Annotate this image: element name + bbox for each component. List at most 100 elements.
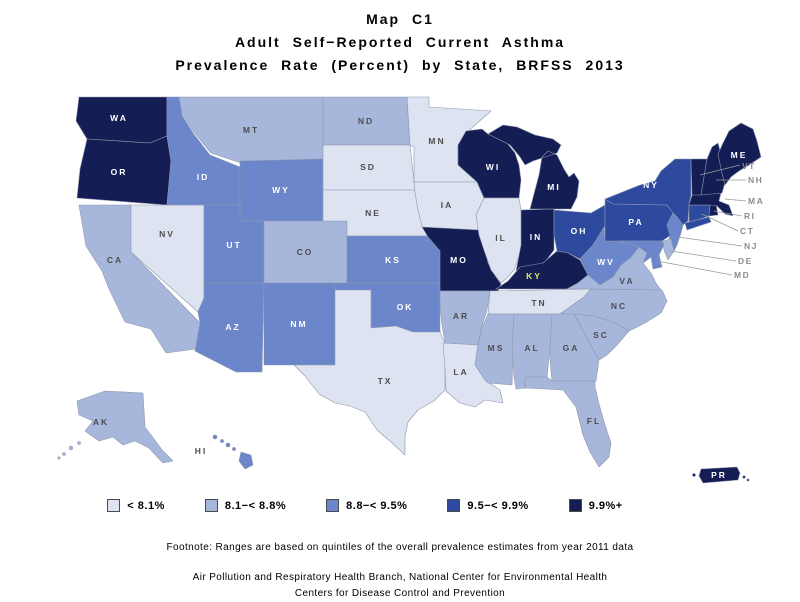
state-tx	[293, 289, 446, 456]
state-pr	[698, 466, 741, 484]
legend-label-3: 8.8−< 9.5%	[346, 499, 408, 512]
state-label-il: IL	[495, 233, 507, 243]
map-title-line1: Map C1	[366, 11, 434, 27]
state-label-tx: TX	[378, 376, 393, 386]
legend-label-5: 9.9%+	[588, 499, 623, 512]
pr-island	[746, 478, 750, 482]
callout-label-vt: VT	[742, 161, 756, 171]
callout-label-de: DE	[738, 256, 753, 266]
state-label-in: IN	[530, 232, 543, 242]
state-label-tn: TN	[531, 298, 546, 308]
state-wi	[457, 128, 522, 199]
state-label-ky: KY	[526, 271, 542, 281]
aleutian-island	[57, 456, 61, 460]
state-label-wy: WY	[272, 185, 290, 195]
state-label-la: LA	[453, 367, 468, 377]
state-ma	[688, 192, 734, 217]
legend-item-2: 8.1−< 8.8%	[204, 499, 287, 512]
map-title-line3: Prevalence Rate (Percent) by State, BRFS…	[175, 57, 625, 73]
state-label-nd: ND	[358, 116, 374, 126]
legend-swatch-1	[107, 499, 121, 512]
state-label-nv: NV	[159, 229, 175, 239]
callout-label-nj: NJ	[744, 241, 758, 251]
callout-label-ct: CT	[740, 226, 754, 236]
state-label-va: VA	[619, 276, 634, 286]
state-label-az: AZ	[225, 322, 240, 332]
state-label-mi: MI	[547, 182, 560, 192]
state-label-mo: MO	[450, 255, 468, 265]
state-label-mt: MT	[243, 125, 259, 135]
state-me	[717, 122, 762, 186]
state-fl	[524, 376, 612, 468]
state-label-me: ME	[731, 150, 748, 160]
state-label-sd: SD	[360, 162, 376, 172]
pr-island	[742, 475, 746, 479]
state-label-ks: KS	[385, 255, 401, 265]
state-label-ms: MS	[488, 343, 505, 353]
pr-island	[692, 473, 696, 477]
state-ny	[604, 158, 712, 231]
credits: Air Pollution and Respiratory Health Bra…	[0, 570, 800, 602]
legend-item-3: 8.8−< 9.5%	[326, 499, 407, 512]
state-label-pr: PR	[711, 470, 727, 480]
map-title-line2: Adult Self−Reported Current Asthma	[234, 34, 566, 50]
legend-label-2: 8.1−< 8.8%	[224, 499, 287, 512]
state-label-ga: GA	[563, 343, 580, 353]
state-de	[662, 238, 675, 261]
callout-line-de	[670, 250, 737, 262]
state-label-wa: WA	[110, 113, 128, 123]
state-label-id: ID	[197, 172, 210, 182]
footnote: Footnote: Ranges are based on quintiles …	[166, 542, 634, 553]
state-label-ia: IA	[441, 200, 454, 210]
state-label-al: AL	[524, 343, 539, 353]
state-label-ny: NY	[643, 180, 659, 190]
state-label-sc: SC	[593, 330, 609, 340]
callout-label-md: MD	[734, 270, 750, 280]
callout-label-ri: RI	[744, 211, 756, 221]
state-label-ak: AK	[93, 417, 109, 427]
credit-line-1: Air Pollution and Respiratory Health Bra…	[192, 572, 608, 583]
legend-label-4: 9.5−< 9.9%	[467, 499, 529, 512]
callout-label-nh: NH	[748, 175, 763, 185]
state-az	[194, 282, 265, 373]
state-label-wi: WI	[486, 162, 500, 172]
state-label-ca: CA	[107, 255, 123, 265]
hawaii-island	[232, 447, 236, 451]
callout-label-ma: MA	[748, 196, 764, 206]
state-label-nm: NM	[290, 319, 307, 329]
state-label-mn: MN	[428, 136, 445, 146]
state-label-ok: OK	[397, 302, 414, 312]
aleutian-island	[68, 445, 74, 451]
hawaii-island	[220, 439, 224, 443]
state-md	[617, 240, 665, 270]
callout-line-ma	[724, 198, 747, 202]
legend-item-5: 9.9%+	[568, 499, 623, 512]
state-label-ne: NE	[365, 208, 381, 218]
legend-item-1: < 8.1%	[107, 499, 165, 512]
hawaii-island	[225, 442, 231, 448]
callout-line-ri	[713, 210, 743, 217]
callout-line-nj	[677, 236, 743, 247]
callout-line-md	[656, 260, 733, 276]
state-label-hi: HI	[195, 446, 208, 456]
map-title: Map C1 Adult Self−Reported Current Asthm…	[0, 8, 800, 77]
state-mi	[487, 124, 580, 210]
state-label-or: OR	[111, 167, 128, 177]
map-legend: < 8.1% 8.1−< 8.8% 8.8−< 9.5% 9.5−< 9.9% …	[0, 499, 730, 512]
callout-line-ct	[701, 213, 739, 232]
state-label-wv: WV	[597, 257, 615, 267]
legend-swatch-2	[204, 499, 218, 512]
us-choropleth-map: WA OR CA NV ID MT WY UT CO AZ NM ND SD N…	[57, 96, 764, 484]
state-label-ar: AR	[453, 311, 469, 321]
state-label-pa: PA	[628, 217, 643, 227]
state-nc	[559, 288, 668, 332]
state-label-co: CO	[297, 247, 314, 257]
state-ak	[76, 390, 174, 464]
callout-line-vt	[699, 164, 741, 176]
credit-line-2: Centers for Disease Control and Preventi…	[294, 588, 506, 599]
hawaii-island	[212, 434, 218, 440]
state-label-oh: OH	[571, 226, 588, 236]
legend-label-1: < 8.1%	[127, 499, 165, 512]
aleutian-island	[62, 452, 66, 456]
state-label-fl: FL	[587, 416, 601, 426]
